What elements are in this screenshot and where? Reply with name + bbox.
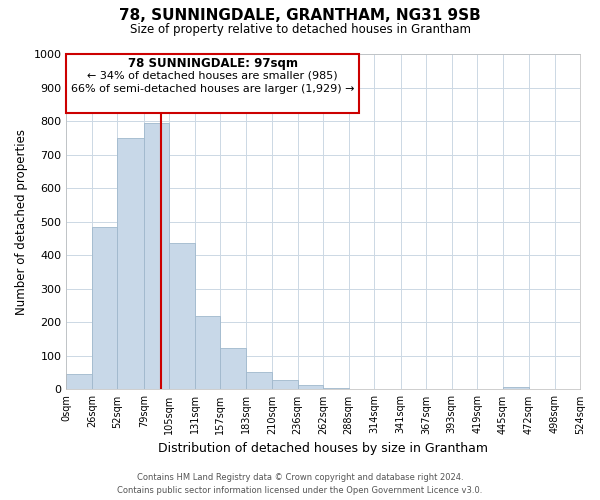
Text: Size of property relative to detached houses in Grantham: Size of property relative to detached ho… xyxy=(130,22,470,36)
Bar xyxy=(298,386,323,390)
Bar xyxy=(323,388,349,390)
Bar xyxy=(246,372,272,390)
Text: 78, SUNNINGDALE, GRANTHAM, NG31 9SB: 78, SUNNINGDALE, GRANTHAM, NG31 9SB xyxy=(119,8,481,22)
Bar xyxy=(349,389,374,390)
Bar xyxy=(169,242,195,390)
Bar xyxy=(220,348,246,390)
Text: Contains HM Land Registry data © Crown copyright and database right 2024.
Contai: Contains HM Land Registry data © Crown c… xyxy=(118,473,482,495)
Bar xyxy=(144,123,169,390)
Bar xyxy=(67,374,92,390)
X-axis label: Distribution of detached houses by size in Grantham: Distribution of detached houses by size … xyxy=(158,442,488,455)
Bar xyxy=(401,389,426,390)
Bar xyxy=(272,380,298,390)
Bar xyxy=(195,316,220,390)
Text: ← 34% of detached houses are smaller (985): ← 34% of detached houses are smaller (98… xyxy=(88,70,338,81)
Text: 78 SUNNINGDALE: 97sqm: 78 SUNNINGDALE: 97sqm xyxy=(128,56,298,70)
Bar xyxy=(118,138,144,390)
Bar xyxy=(92,226,118,390)
Text: 66% of semi-detached houses are larger (1,929) →: 66% of semi-detached houses are larger (… xyxy=(71,84,355,94)
Bar xyxy=(503,386,529,390)
Y-axis label: Number of detached properties: Number of detached properties xyxy=(15,128,28,314)
